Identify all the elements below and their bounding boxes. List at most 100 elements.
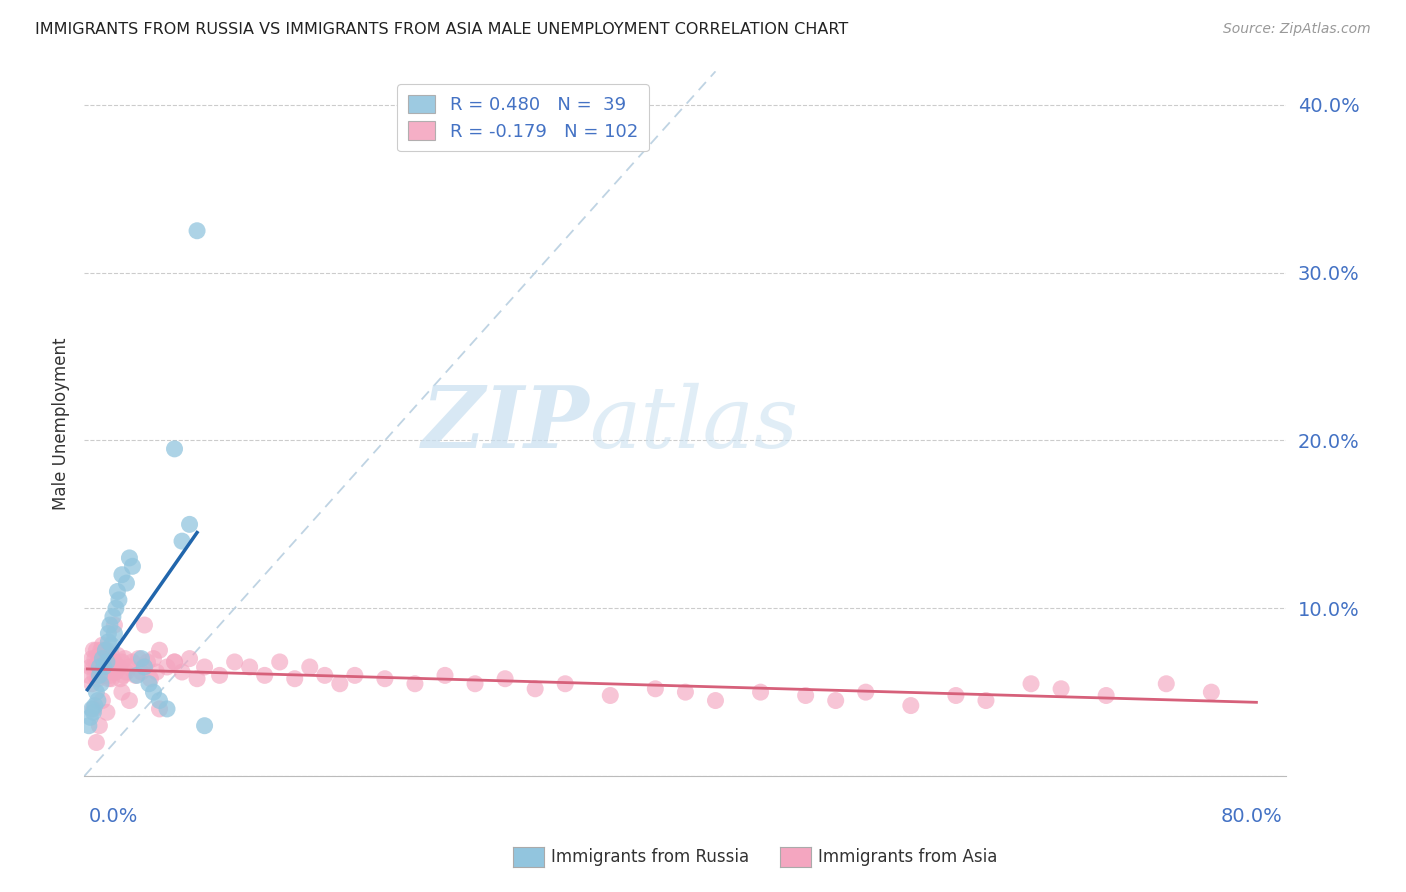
Point [134,660,156,674]
Point [494,672,516,686]
Point [114,651,136,665]
Point [1019,677,1042,691]
Point [974,693,997,707]
Point [89,719,111,733]
Point [91,693,114,707]
Point [170,534,193,549]
Point [94,665,117,679]
Point [83,651,105,665]
Point [96,660,118,674]
Point [136,655,159,669]
Point [269,655,291,669]
Point [104,601,127,615]
Point [194,660,217,674]
Point [131,651,153,665]
Point [90,643,112,657]
Point [86,685,108,699]
Point [404,677,426,691]
Point [554,677,576,691]
Point [80,677,103,691]
Point [89,648,111,663]
Point [112,668,135,682]
Point [156,702,179,716]
Point [104,665,127,679]
Y-axis label: Male Unemployment: Male Unemployment [52,337,70,510]
Point [145,665,167,679]
Point [142,651,165,665]
Point [103,655,125,669]
Point [115,576,138,591]
Point [855,685,877,699]
Point [93,660,115,674]
Point [82,706,104,720]
Point [97,626,120,640]
Point [108,660,131,674]
Point [374,672,396,686]
Point [131,665,153,679]
Point [98,618,121,632]
Point [148,693,170,707]
Legend: R = 0.480   N =  39, R = -0.179   N = 102: R = 0.480 N = 39, R = -0.179 N = 102 [398,84,648,152]
Point [749,685,772,699]
Point [101,609,124,624]
Point [87,672,110,686]
Point [89,668,111,682]
Point [108,592,131,607]
Point [900,698,922,713]
Point [139,672,162,686]
Point [1095,689,1118,703]
Point [83,668,105,682]
Text: 0.0%: 0.0% [89,806,138,826]
Point [163,442,186,456]
Point [80,702,103,716]
Point [118,550,141,565]
Text: Immigrants from Asia: Immigrants from Asia [818,848,998,866]
Point [118,693,141,707]
Point [100,672,122,686]
Point [83,698,105,713]
Point [101,660,124,674]
Point [186,224,208,238]
Point [96,706,118,720]
Point [298,660,321,674]
Point [134,618,156,632]
Point [1201,685,1223,699]
Point [103,626,125,640]
Point [121,655,143,669]
Point [94,643,117,657]
Point [96,643,118,657]
Point [253,668,276,682]
Point [80,651,103,665]
Point [343,668,366,682]
Point [156,660,179,674]
Point [110,672,132,686]
Point [179,517,201,532]
Point [524,681,547,696]
Point [93,668,115,682]
Point [208,668,231,682]
Point [127,651,149,665]
Point [91,638,114,652]
Point [82,643,104,657]
Point [170,665,193,679]
Point [82,660,104,674]
Point [107,584,129,599]
Point [599,689,621,703]
Point [1156,677,1178,691]
Point [91,655,114,669]
Point [98,651,121,665]
Point [186,672,208,686]
Point [464,677,486,691]
Point [79,710,101,724]
Point [91,651,114,665]
Text: Immigrants from Russia: Immigrants from Russia [551,848,749,866]
Text: ZIP: ZIP [422,382,589,466]
Point [90,677,112,691]
Text: 80.0%: 80.0% [1220,806,1282,826]
Point [118,660,141,674]
Point [121,559,143,574]
Point [94,648,117,663]
Point [97,672,120,686]
Point [87,693,110,707]
Text: IMMIGRANTS FROM RUSSIA VS IMMIGRANTS FROM ASIA MALE UNEMPLOYMENT CORRELATION CHA: IMMIGRANTS FROM RUSSIA VS IMMIGRANTS FRO… [35,22,848,37]
